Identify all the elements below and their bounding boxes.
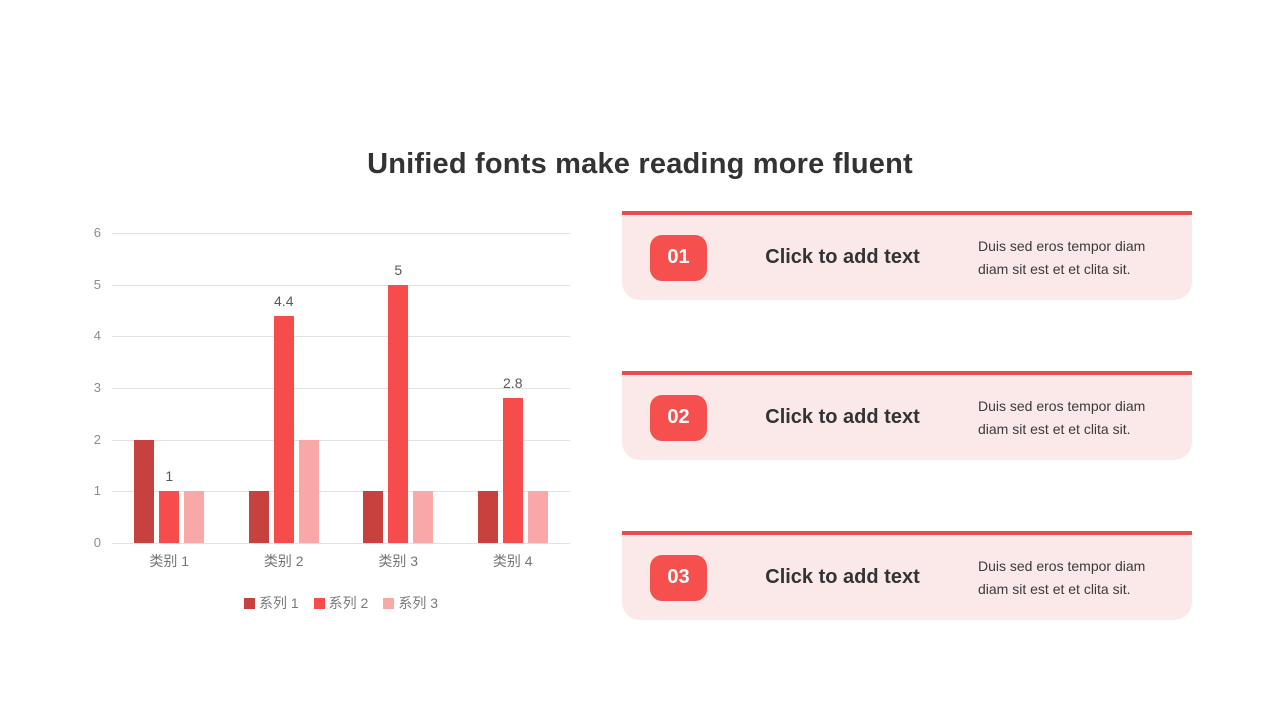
bar-group: 2.8: [456, 233, 571, 543]
bar-系列 1: [477, 491, 498, 543]
chart-plot-area: 1 4.4 5 2.8: [112, 233, 570, 544]
bar-系列 3: [527, 491, 548, 543]
bar-value-label: 4.4: [274, 292, 294, 309]
card-heading-placeholder[interactable]: Click to add text: [765, 246, 920, 268]
y-axis-tick-label: 3: [93, 380, 101, 395]
y-axis-tick-label: 6: [93, 225, 101, 240]
x-axis-category-label: 类别 4: [492, 553, 533, 569]
x-axis-labels: 类别 1 类别 2 类别 3 类别 4: [112, 551, 570, 571]
gridline: [112, 439, 570, 441]
legend-label: 系列 1: [258, 595, 299, 611]
bar-value-label: 5: [394, 261, 403, 278]
bar-value-label: 2.8: [503, 375, 523, 392]
legend-item: 系列 2: [313, 593, 369, 613]
bar-系列 1: [248, 491, 269, 543]
card-body: 01 Click to add text Duis sed eros tempor …: [622, 215, 1192, 300]
gridline: [112, 284, 570, 286]
card-accent-line: [622, 211, 1192, 215]
bar-系列 2: [502, 398, 523, 543]
slide-title: Unified fonts make reading more fluent: [367, 148, 913, 180]
gridline: [112, 233, 570, 234]
bar-value-label: 1: [165, 468, 174, 485]
bar-系列 3: [298, 439, 319, 543]
gridline: [112, 491, 570, 493]
legend-swatch-icon: [243, 597, 255, 609]
card-body: 03 Click to add text Duis sed eros tempor …: [622, 535, 1192, 620]
card-heading-placeholder[interactable]: Click to add text: [765, 566, 920, 588]
card-description-text[interactable]: Duis sed eros tempor diam diam sit est e…: [978, 558, 1146, 597]
card-accent-line: [622, 531, 1192, 535]
x-axis-category-label: 类别 3: [378, 553, 419, 569]
y-axis-labels: 0 1 2 3 4 5 6: [75, 225, 101, 550]
card-body: 02 Click to add text Duis sed eros tempor …: [622, 375, 1192, 460]
bar-group: 1: [112, 233, 227, 543]
y-axis-tick-label: 2: [93, 431, 101, 447]
card-number-badge: 02: [650, 394, 707, 441]
text-card-03: 03 Click to add text Duis sed eros tempor …: [622, 531, 1192, 620]
gridline: [112, 388, 570, 389]
card-accent-line: [622, 371, 1192, 375]
bar-系列 3: [184, 491, 205, 543]
bar-group: 5: [341, 233, 456, 543]
x-axis-category-label: 类别 2: [263, 553, 304, 569]
bar-系列 2: [273, 315, 294, 543]
legend-swatch-icon: [383, 597, 395, 609]
bar-系列 2: [159, 491, 180, 543]
y-axis-tick-label: 0: [93, 535, 101, 550]
bar-系列 1: [134, 439, 155, 543]
bar-系列 3: [413, 491, 434, 543]
gridline: [112, 543, 570, 544]
text-card-list: 01 Click to add text Duis sed eros tempor …: [622, 211, 1192, 691]
text-card-01: 01 Click to add text Duis sed eros tempor …: [622, 211, 1192, 300]
chart-legend: 系列 1 系列 2 系列 3: [112, 593, 570, 613]
legend-item: 系列 1: [243, 593, 299, 613]
card-description-text[interactable]: Duis sed eros tempor diam diam sit est e…: [978, 398, 1146, 437]
card-description-text[interactable]: Duis sed eros tempor diam diam sit est e…: [978, 238, 1146, 277]
bar-系列 1: [363, 491, 384, 543]
card-heading-placeholder[interactable]: Click to add text: [765, 406, 920, 428]
card-number-badge: 01: [650, 234, 707, 281]
legend-item: 系列 3: [383, 593, 438, 613]
bar-group: 4.4: [227, 233, 342, 543]
x-axis-category-label: 类别 1: [149, 553, 190, 569]
y-axis-tick-label: 5: [93, 276, 101, 292]
gridline: [112, 336, 570, 338]
y-axis-tick-label: 4: [93, 328, 101, 344]
card-number-badge: 03: [650, 554, 707, 601]
legend-swatch-icon: [313, 597, 325, 609]
chart-bar-groups: 1 4.4 5 2.8: [112, 233, 570, 543]
legend-label: 系列 3: [398, 595, 439, 611]
text-card-02: 02 Click to add text Duis sed eros tempor …: [622, 371, 1192, 460]
y-axis-tick-label: 1: [93, 483, 101, 499]
legend-label: 系列 2: [328, 595, 369, 611]
bar-系列 2: [388, 284, 409, 543]
